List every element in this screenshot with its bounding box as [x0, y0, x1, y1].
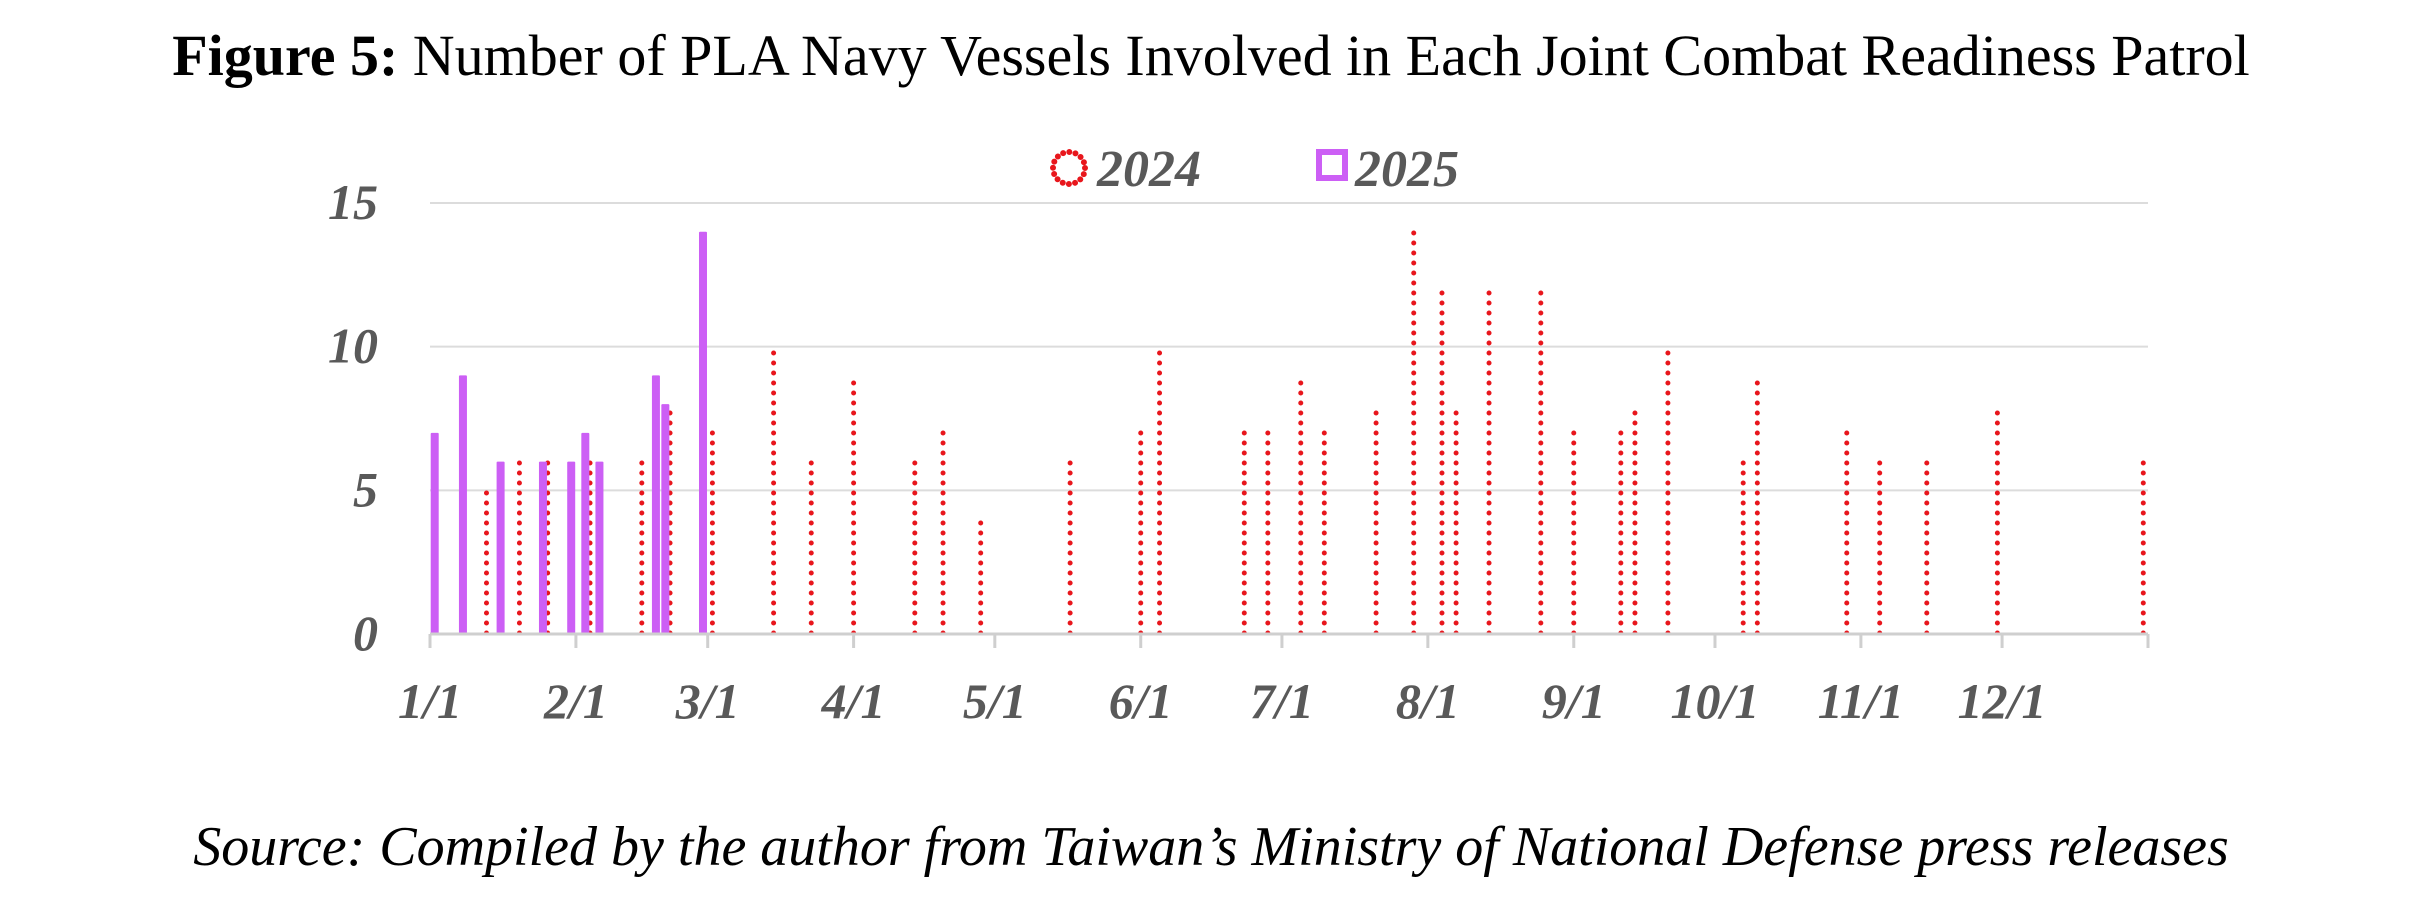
x-tick-label: 5/1 [963, 673, 1027, 729]
x-tick-label: 12/1 [1958, 673, 2047, 729]
y-tick-label: 10 [328, 318, 378, 374]
chart-legend: 2024 2025 [1050, 141, 1459, 198]
bar-2025 [567, 461, 576, 634]
bar-2025 [698, 231, 707, 634]
x-tick-label: 6/1 [1109, 673, 1173, 729]
bar-2025 [458, 375, 467, 634]
x-tick-label: 3/1 [675, 673, 740, 729]
bar-2025 [651, 375, 660, 634]
bar-2025 [496, 461, 505, 634]
bar-2025 [661, 404, 670, 634]
x-tick-label: 8/1 [1396, 673, 1460, 729]
figure-label: Figure 5: [172, 23, 399, 88]
legend-label-2024: 2024 [1096, 141, 1201, 198]
chart-axes: 0 5 10 15 1/1 2/1 3/1 4/1 5/1 6/1 7/1 8/1 9/1 10/1 11/… [328, 174, 2150, 729]
x-tick-label: 1/1 [398, 673, 462, 729]
legend-marker-2024 [1050, 149, 1088, 187]
chart-bars [430, 229, 2146, 636]
x-tick-label: 4/1 [821, 673, 886, 729]
gridlines [430, 202, 2148, 492]
legend-label-2025: 2025 [1354, 141, 1459, 198]
y-tick-label: 0 [353, 605, 378, 661]
bar-2025 [430, 432, 439, 634]
bar-2025 [538, 461, 547, 634]
bar-2025 [581, 432, 590, 634]
y-tick-label: 15 [328, 174, 378, 230]
y-tick-label: 5 [353, 461, 378, 517]
x-tick-label: 7/1 [1250, 673, 1314, 729]
x-tick-label: 10/1 [1671, 673, 1760, 729]
figure-title: Figure 5: Number of PLA Navy Vessels Inv… [0, 22, 2422, 89]
legend-marker-2025 [1316, 149, 1348, 181]
x-tick-label: 2/1 [543, 673, 608, 729]
bar-2025 [595, 461, 604, 634]
x-tick-label: 9/1 [1542, 673, 1606, 729]
figure-title-text: Number of PLA Navy Vessels Involved in E… [412, 23, 2250, 88]
x-tick-label: 11/1 [1818, 673, 1904, 729]
source-note: Source: Compiled by the author from Taiw… [193, 816, 2229, 878]
